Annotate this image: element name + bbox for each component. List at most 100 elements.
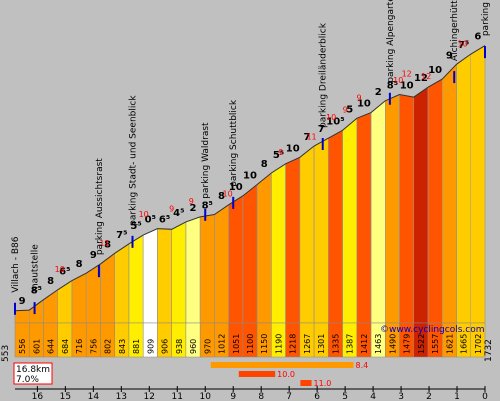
steep-section-value: 10.0 (277, 370, 295, 379)
segment-gradient-label: 10 (428, 65, 442, 76)
gradient-segment (470, 45, 486, 324)
elevation-label: 601 (32, 339, 41, 354)
segment-fills (14, 45, 486, 324)
gradient-segment (14, 309, 30, 324)
elevation-label: 1012 (218, 334, 227, 354)
segment-gradient-label: 8 (104, 239, 111, 250)
elevation-label: 938 (175, 339, 184, 354)
steepest-km-label: 10 (326, 113, 336, 122)
segment-gradient-label: 2 (190, 203, 197, 214)
steepest-km-label: 12 (421, 72, 431, 81)
segment-gradient-label: 10 (243, 171, 257, 182)
landmark-label: Aichingerhütte (450, 0, 460, 61)
elevation-label: 644 (47, 339, 56, 354)
km-tick-label: 12 (144, 392, 155, 401)
start-elevation: 553 (1, 345, 11, 362)
gradient-segment (171, 221, 187, 324)
gradient-segment (427, 78, 443, 324)
gradient-segment (370, 100, 386, 324)
km-tick-label: 5 (342, 392, 348, 401)
gradient-segment (328, 129, 343, 324)
elevation-label: 684 (61, 339, 70, 354)
km-tick-label: 14 (88, 392, 100, 401)
elevation-label: 1463 (374, 334, 383, 354)
landmark-label: parking Alpengarten (386, 0, 396, 83)
elevation-label: 1479 (403, 334, 412, 354)
elevation-label: 1051 (232, 334, 241, 354)
steepest-km-label: 10 (458, 39, 468, 48)
segment-gradient-label: 9 (19, 296, 26, 307)
segment-gradient-label: 5⁵ (130, 221, 141, 232)
elevation-label: 802 (104, 339, 113, 354)
elevation-label: 1218 (289, 334, 298, 354)
elevation-label: 1335 (331, 334, 340, 354)
elevation-label: 1267 (303, 334, 312, 354)
gradient-segment (456, 53, 472, 324)
gradient-segment (399, 94, 415, 324)
elevation-label: 909 (146, 339, 155, 354)
steepest-km-label: 10 (55, 265, 65, 274)
elevation-label: 1702 (474, 334, 483, 354)
gradient-segment (271, 163, 286, 324)
segment-borders (14, 54, 472, 323)
gradient-segment (71, 272, 87, 324)
km-tick-label: 1 (454, 392, 460, 401)
gradient-segment (28, 299, 44, 324)
segment-gradient-label: 8 (261, 159, 268, 170)
segment-gradient-label: 10 (357, 99, 371, 110)
gradient-segment (142, 228, 158, 324)
steepest-km-label: 10 (223, 190, 233, 199)
climb-length: 16.8km (16, 365, 50, 375)
landmarks: Villach - B86 mautstelle parking Aussichts… (11, 0, 491, 315)
km-tick-label: 2 (426, 392, 432, 401)
gradient-segment (100, 252, 115, 324)
segment-gradient-label: 5 (346, 104, 353, 115)
gradient-segment (299, 145, 315, 324)
segment-gradient-label: 6⁵ (159, 215, 170, 226)
summary-box: 16.8km 7.0% (13, 362, 53, 385)
km-axis: 16 15 14 13 12 11 10 9 8 7 6 5 4 3 2 1 0 (15, 386, 488, 401)
km-tick-label: 0 (482, 392, 488, 401)
steepest-km-label: 11 (99, 239, 109, 248)
landmark-label: parking Rosstratte (481, 0, 491, 36)
gradient-segment (385, 94, 400, 324)
segment-gradient-label: 7⁵ (116, 230, 127, 241)
steep-section-bar (300, 380, 312, 386)
gradient-segment (442, 63, 457, 324)
segment-gradient-label: 0⁵ (145, 215, 156, 226)
landmark-label: parking Waldrast (201, 122, 211, 199)
gradient-segment (256, 172, 272, 324)
km-tick-label: 7 (286, 392, 292, 401)
elevation-label: 1490 (388, 334, 397, 354)
km-tick-label: 15 (60, 392, 71, 401)
km-tick-label: 11 (172, 392, 183, 401)
steepest-km-label: 9 (357, 93, 362, 102)
steepest-km-label: 10 (139, 210, 149, 219)
gradient-segment (242, 184, 258, 324)
km-tick-label: 8 (258, 392, 264, 401)
segment-gradient-label: 4⁵ (173, 208, 184, 219)
km-tick-label: 3 (398, 392, 404, 401)
segment-gradient-label: 2 (375, 87, 382, 98)
km-tick-label: 6 (314, 392, 320, 401)
end-elevation: 1732 (484, 339, 494, 362)
gradient-segment (285, 156, 301, 324)
elevation-label: 970 (203, 339, 212, 354)
elevation-label: 1557 (431, 334, 440, 354)
elevation-label: 1190 (274, 334, 283, 354)
elevation-cell (470, 322, 486, 358)
segment-gradient-label: 8⁵ (387, 81, 398, 92)
elevation-label: 1100 (246, 334, 255, 354)
gradient-segment (57, 280, 73, 324)
landmark-label: mautstelle (31, 244, 41, 292)
gradient-segment (114, 243, 130, 324)
profile-top-line (14, 45, 486, 312)
gradient-segment (342, 117, 358, 324)
landmark-label: Villach - B86 (11, 236, 21, 292)
gradient-segment (356, 112, 372, 324)
elevation-band: 556 601 644 684 716 756 802 843 881 909 906 938 960 9… (14, 322, 486, 358)
website-link[interactable]: ©www.cyclingcols.com (380, 325, 484, 335)
segment-gradient-label: 7 (303, 132, 310, 143)
